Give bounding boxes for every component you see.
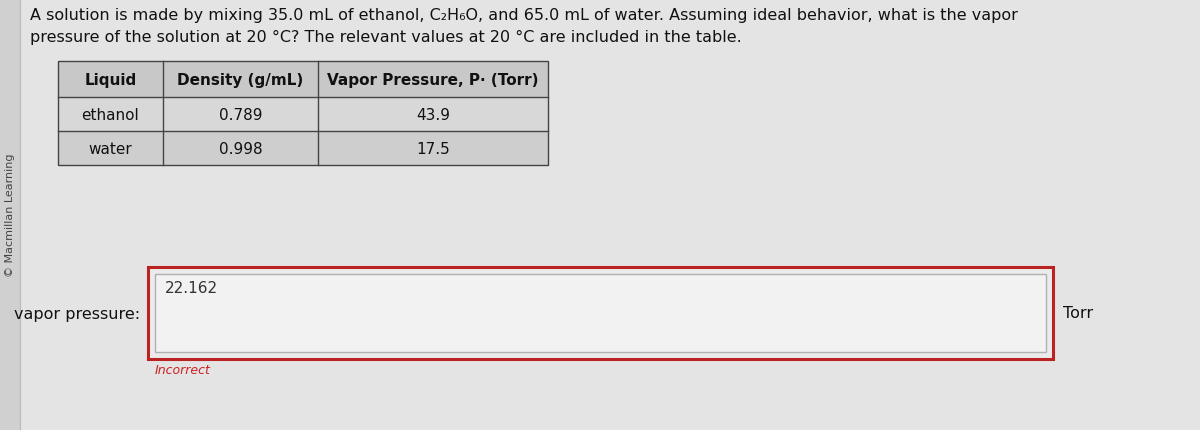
Text: ethanol: ethanol bbox=[82, 107, 139, 122]
Text: 0.998: 0.998 bbox=[218, 141, 263, 156]
FancyBboxPatch shape bbox=[0, 0, 20, 430]
FancyBboxPatch shape bbox=[148, 267, 1054, 359]
Text: Liquid: Liquid bbox=[84, 72, 137, 87]
Text: Density (g/mL): Density (g/mL) bbox=[178, 72, 304, 87]
Text: 43.9: 43.9 bbox=[416, 107, 450, 122]
Text: pressure of the solution at 20 °C? The relevant values at 20 °C are included in : pressure of the solution at 20 °C? The r… bbox=[30, 30, 742, 45]
FancyBboxPatch shape bbox=[58, 62, 548, 98]
Text: Vapor Pressure, P· (Torr): Vapor Pressure, P· (Torr) bbox=[328, 72, 539, 87]
Text: 17.5: 17.5 bbox=[416, 141, 450, 156]
FancyBboxPatch shape bbox=[58, 98, 548, 132]
Text: water: water bbox=[89, 141, 132, 156]
Text: vapor pressure:: vapor pressure: bbox=[14, 306, 140, 321]
Text: 0.789: 0.789 bbox=[218, 107, 263, 122]
FancyBboxPatch shape bbox=[58, 132, 548, 166]
Text: Torr: Torr bbox=[1063, 306, 1093, 321]
Text: A solution is made by mixing 35.0 mL of ethanol, C₂H₆O, and 65.0 mL of water. As: A solution is made by mixing 35.0 mL of … bbox=[30, 8, 1018, 23]
Text: 22.162: 22.162 bbox=[166, 280, 218, 295]
Text: © Macmillan Learning: © Macmillan Learning bbox=[5, 154, 16, 276]
FancyBboxPatch shape bbox=[155, 274, 1046, 352]
Text: Incorrect: Incorrect bbox=[155, 363, 211, 376]
